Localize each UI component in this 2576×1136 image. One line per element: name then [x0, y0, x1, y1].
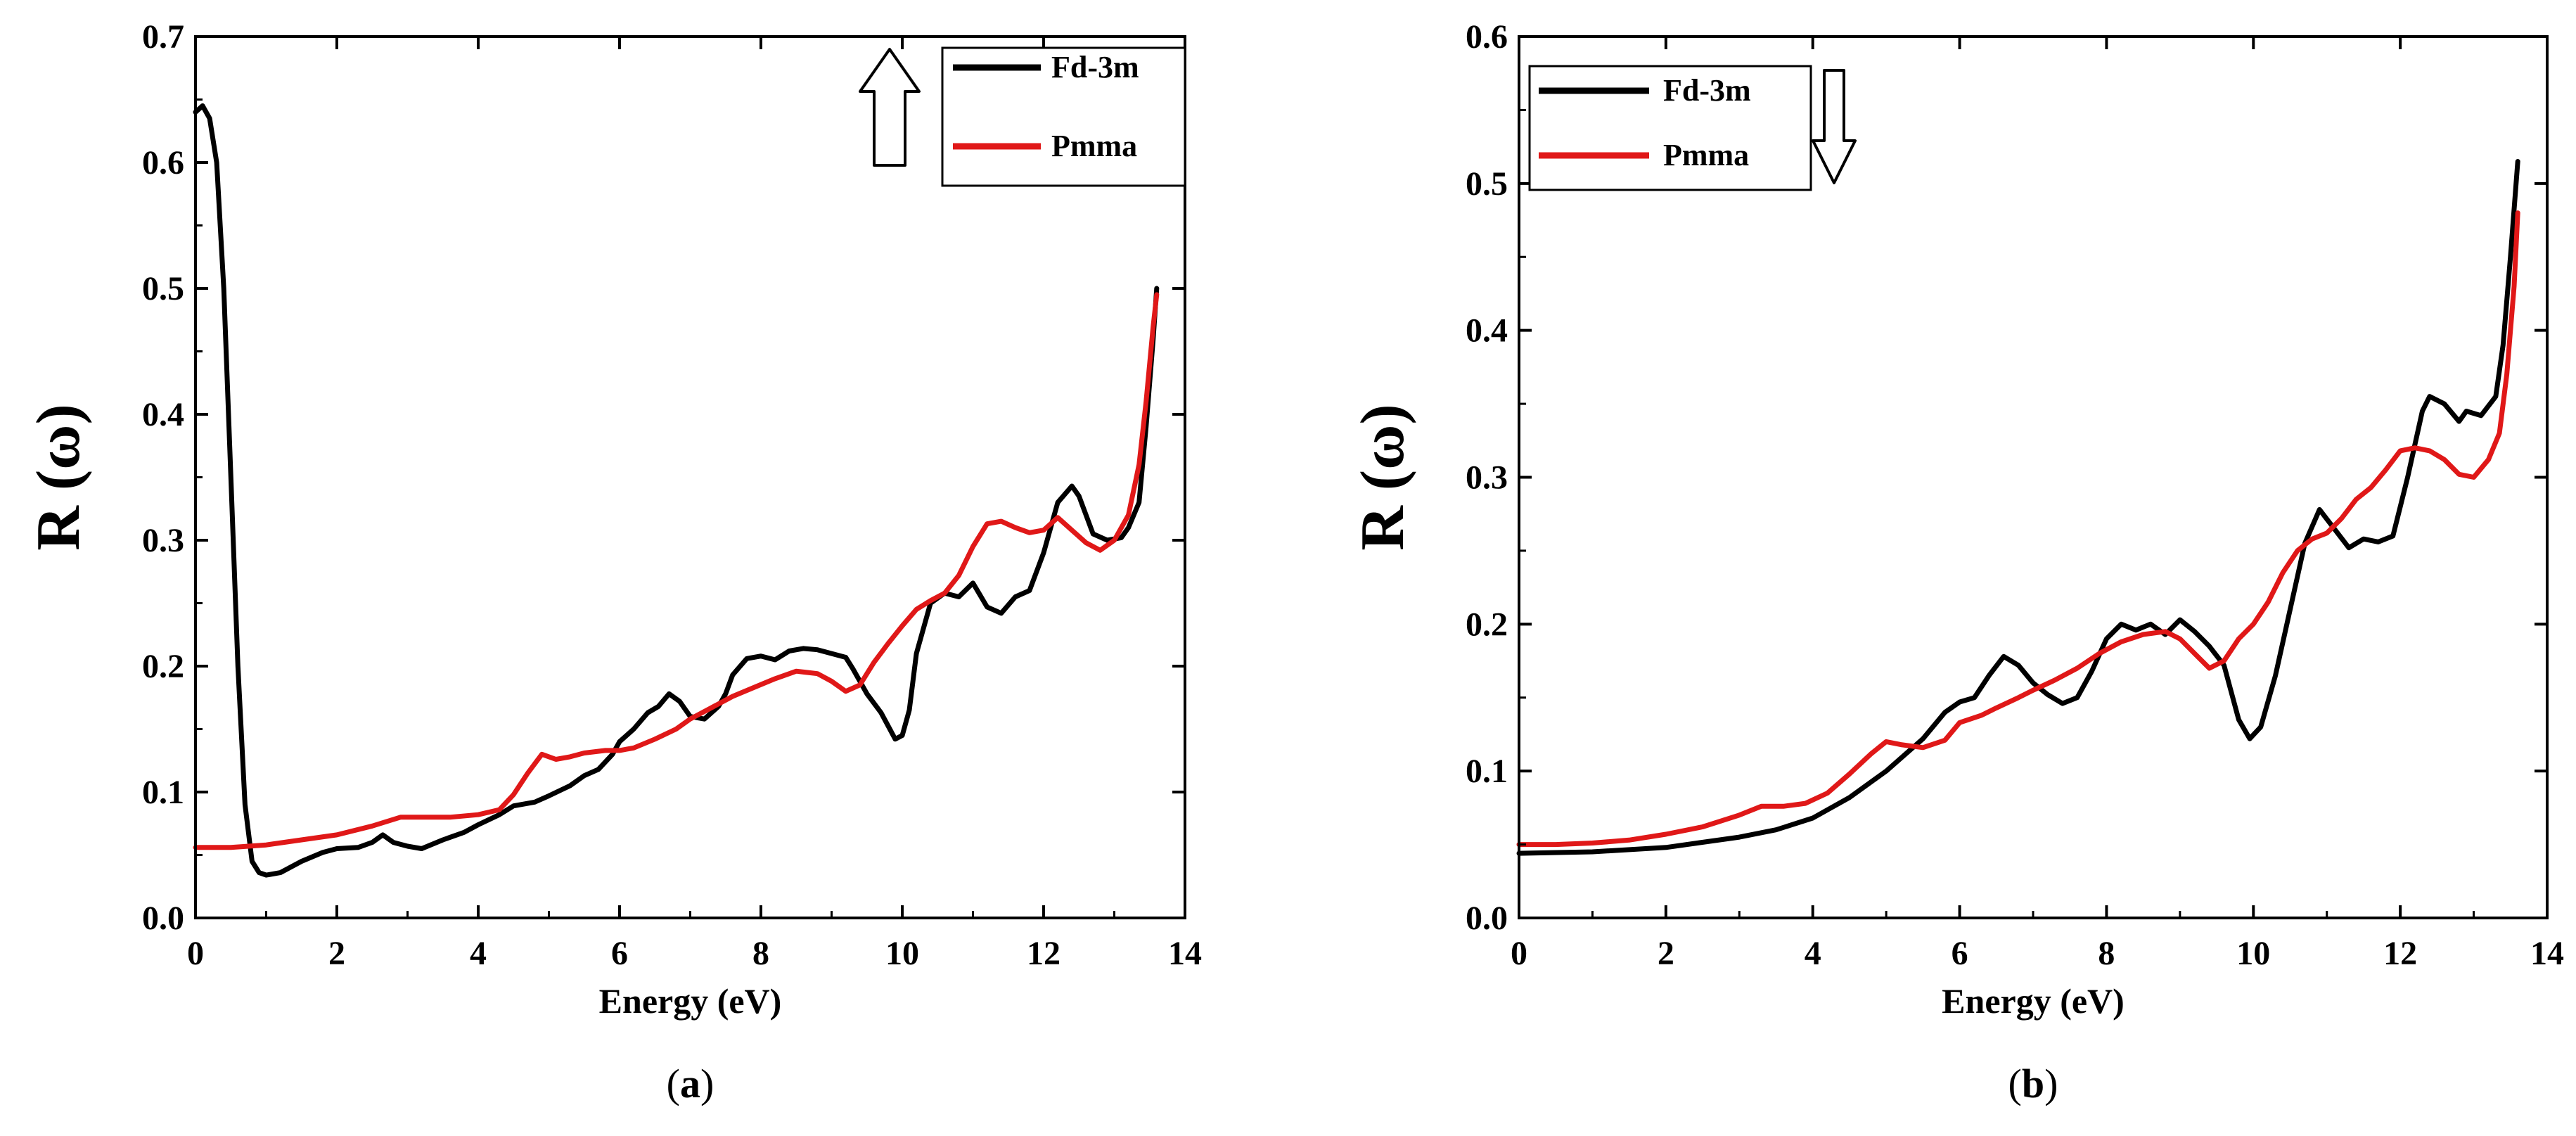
chart-b-panel-caption: (b): [2008, 1061, 2058, 1106]
chart-b-legend-box: [1528, 65, 1812, 191]
chart-a-x-tick-label: 10: [885, 935, 919, 972]
panel-b: 0 2 4 6 8 10 12 14 0.0 0.1 0.2 0.3 0.4 0.5 0.6 Energy (…: [1349, 18, 2564, 1106]
chart-a-y-tick-label: 0.1: [142, 774, 184, 811]
chart-a-legend-box: [941, 46, 1186, 187]
chart-b-y-tick-label: 0.2: [1466, 606, 1508, 643]
chart-a-y-tick-label: 0.4: [142, 396, 184, 433]
panel-a: 0 2 4 6 8 10 12 14 0.0 0.1 0.2 0.3 0.4 0.5 0.6 0.7 Energ…: [25, 18, 1202, 1106]
chart-b-x-tick-label: 2: [1658, 935, 1674, 972]
chart-a-y-tick-label: 0.7: [142, 18, 184, 56]
chart-a-x-tick-label: 14: [1168, 935, 1202, 972]
chart-a-y-tick-label: 0.6: [142, 144, 184, 181]
chart-b-spin-down-arrow-icon: [1812, 69, 1857, 184]
chart-b-y-tick-label: 0.4: [1466, 312, 1508, 350]
chart-b-x-tick-label: 4: [1805, 935, 1821, 972]
chart-a-y-tick-label: 0.0: [142, 900, 184, 937]
chart-a-x-tick-label: 0: [187, 935, 204, 972]
chart-b-y-tick-label: 0.0: [1466, 900, 1508, 937]
chart-b-x-tick-label: 14: [2530, 935, 2564, 972]
chart-b-legend-label: Fd-3m: [1663, 73, 1751, 108]
chart-a-y-axis-label: R (ω): [25, 404, 93, 550]
chart-b-x-axis-label: Energy (eV): [1942, 981, 2125, 1021]
chart-b-y-tick-label: 0.3: [1466, 459, 1508, 497]
chart-a-legend-label: Pmma: [1051, 129, 1137, 163]
chart-b-x-tick-label: 6: [1952, 935, 1968, 972]
chart-b-x-tick-label: 0: [1511, 935, 1527, 972]
chart-a-y-tick-label: 0.2: [142, 648, 184, 685]
chart-a-x-axis-label: Energy (eV): [599, 981, 782, 1021]
chart-a-spin-up-arrow-icon: [859, 48, 921, 167]
chart-a-y-tick-label: 0.3: [142, 522, 184, 559]
chart-b-y-tick-label: 0.1: [1466, 753, 1508, 790]
chart-b-y-tick-label: 0.6: [1466, 18, 1508, 56]
chart-b-series-pmma: [1516, 210, 2520, 848]
chart-a-x-tick-label: 4: [470, 935, 487, 972]
chart-b-y-axis-label: R (ω): [1349, 404, 1417, 550]
chart-b-legend-label: Pmma: [1663, 138, 1749, 172]
chart-a-y-tick-label: 0.5: [142, 270, 184, 307]
chart-a-x-tick-label: 12: [1027, 935, 1060, 972]
chart-b-x-tick-label: 12: [2383, 935, 2417, 972]
chart-b-y-tick-label: 0.5: [1466, 165, 1508, 203]
chart-b-x-tick-label: 10: [2236, 935, 2270, 972]
chart-b-x-tick-label: 8: [2098, 935, 2115, 972]
chart-b-series-fd-3m: [1516, 159, 2520, 856]
chart-a-x-tick-label: 8: [752, 935, 769, 972]
chart-a-series-pmma: [193, 292, 1160, 850]
chart-a-x-tick-label: 6: [611, 935, 628, 972]
chart-a-x-tick-label: 2: [328, 935, 345, 972]
chart-a-legend-label: Fd-3m: [1051, 50, 1139, 84]
chart-a-panel-caption: (a): [667, 1061, 715, 1106]
